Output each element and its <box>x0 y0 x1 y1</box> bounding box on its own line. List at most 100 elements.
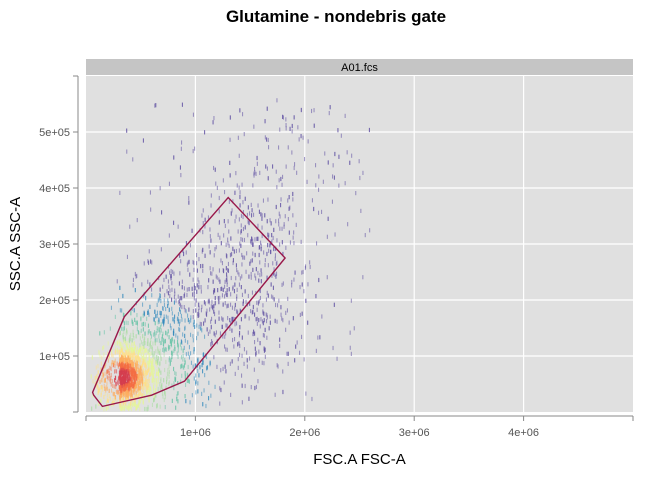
event-point <box>224 284 226 289</box>
panel-strip <box>86 59 633 75</box>
event-point <box>122 401 124 406</box>
event-point <box>143 359 145 364</box>
event-point <box>119 285 121 290</box>
event-point <box>108 393 110 398</box>
event-point <box>132 277 134 282</box>
event-point <box>279 127 281 132</box>
event-point <box>133 347 135 352</box>
event-point <box>140 358 142 363</box>
event-point <box>153 389 155 394</box>
event-point <box>264 263 266 268</box>
event-point <box>139 386 141 391</box>
event-point <box>127 340 129 346</box>
event-point <box>126 390 128 395</box>
event-point <box>107 405 109 410</box>
event-point <box>108 388 110 393</box>
event-point <box>141 393 143 398</box>
event-point <box>132 342 134 347</box>
event-point <box>152 332 154 337</box>
event-point <box>226 293 228 298</box>
event-point <box>267 263 269 268</box>
event-point <box>180 339 182 344</box>
event-point <box>251 310 253 315</box>
event-point <box>198 285 200 290</box>
event-point <box>167 279 169 284</box>
event-point <box>224 294 226 299</box>
event-point <box>327 216 329 221</box>
event-point <box>100 385 102 390</box>
event-point <box>151 378 153 383</box>
event-point <box>180 146 182 151</box>
event-point <box>293 241 295 246</box>
event-point <box>350 298 352 303</box>
event-point <box>142 313 144 318</box>
event-point <box>135 391 137 396</box>
event-point <box>276 319 278 324</box>
event-point <box>215 330 217 335</box>
event-point <box>171 383 173 388</box>
event-point <box>127 363 129 368</box>
event-point <box>243 132 245 137</box>
event-point <box>198 302 200 307</box>
event-point <box>177 399 179 404</box>
event-point <box>244 314 246 319</box>
event-point <box>148 368 150 373</box>
event-point <box>122 343 124 348</box>
event-point <box>265 312 267 317</box>
event-point <box>229 115 231 120</box>
event-point <box>142 382 144 387</box>
event-point <box>172 330 174 336</box>
event-point <box>124 387 126 392</box>
event-point <box>105 406 107 411</box>
event-point <box>122 378 124 383</box>
event-point <box>135 320 137 325</box>
event-point <box>206 365 208 370</box>
event-point <box>287 145 289 150</box>
event-point <box>284 214 286 219</box>
event-point <box>178 298 180 303</box>
event-point <box>115 350 117 355</box>
event-point <box>272 295 274 300</box>
event-point <box>247 219 249 224</box>
event-point <box>125 364 127 369</box>
event-point <box>122 362 124 367</box>
event-point <box>161 334 163 339</box>
event-point <box>187 351 189 356</box>
panel-strip-label: A01.fcs <box>341 62 378 74</box>
event-point <box>286 308 288 313</box>
event-point <box>261 225 263 230</box>
event-point <box>140 380 142 385</box>
event-point <box>317 335 319 340</box>
event-point <box>272 285 274 290</box>
event-point <box>146 368 148 373</box>
event-point <box>121 392 123 398</box>
event-point <box>147 394 149 399</box>
event-point <box>119 368 121 373</box>
event-point <box>136 218 138 223</box>
event-point <box>221 261 223 266</box>
event-point <box>148 353 150 358</box>
event-point <box>183 251 185 257</box>
event-point <box>133 388 135 393</box>
event-point <box>217 232 219 237</box>
event-point <box>92 393 94 398</box>
event-point <box>139 379 141 384</box>
event-point <box>132 388 134 393</box>
event-point <box>119 396 121 401</box>
event-point <box>134 379 136 384</box>
event-point <box>254 312 256 317</box>
event-point <box>203 300 205 305</box>
event-point <box>132 157 134 162</box>
event-point <box>114 358 116 363</box>
event-point <box>152 371 154 376</box>
event-point <box>122 366 124 371</box>
event-point <box>203 352 205 357</box>
event-point <box>139 364 141 369</box>
chart-title: Glutamine - nondebris gate <box>226 7 446 26</box>
event-point <box>137 394 139 399</box>
event-point <box>286 351 288 356</box>
event-point <box>156 369 158 374</box>
event-point <box>160 328 162 333</box>
event-point <box>163 352 165 358</box>
y-axis-title: SSC.A SSC-A <box>7 197 24 291</box>
